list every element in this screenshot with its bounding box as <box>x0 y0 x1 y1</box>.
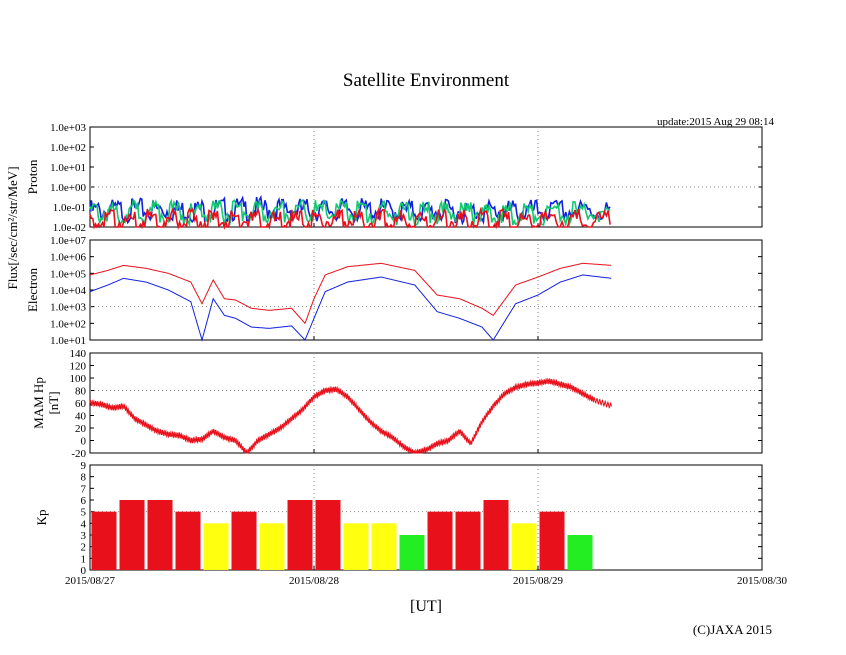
panel-frame <box>89 126 763 228</box>
y-tick-label: 8 <box>81 472 87 484</box>
y-tick-label: 40 <box>75 411 87 423</box>
y-tick-label: 4 <box>81 518 87 530</box>
y-tick-label: 20 <box>75 423 87 435</box>
y-tick-label: 9 <box>81 460 87 472</box>
y-axis-label: MAM Hp <box>31 377 46 429</box>
y-axis-unit: [nT] <box>46 391 61 414</box>
kp-bar <box>399 535 425 570</box>
y-tick-label: 1.0e+01 <box>50 335 86 347</box>
panel-frame <box>89 464 763 571</box>
y-tick-label: 100 <box>70 373 87 385</box>
y-tick-label: 1.0e+02 <box>50 142 86 154</box>
x-tick-label: 2015/08/27 <box>65 575 116 587</box>
kp-bar <box>343 523 369 570</box>
kp-bar <box>175 511 201 570</box>
y-axis-label: Kp <box>34 510 49 526</box>
kp-bar <box>147 500 173 570</box>
y-tick-label: 2 <box>81 542 87 554</box>
y-tick-label: 1.0e+01 <box>50 162 86 174</box>
y-tick-label: -20 <box>71 448 86 460</box>
series-line-mam_hp-0 <box>89 377 612 455</box>
series-line-electron-1 <box>89 274 612 342</box>
y-tick-label: 5 <box>81 507 87 519</box>
y-tick-label: 1.0e+06 <box>50 252 86 264</box>
y-tick-label: 140 <box>70 348 87 360</box>
y-tick-label: 0 <box>81 436 87 448</box>
x-axis-label: [UT] <box>410 598 442 615</box>
y-tick-label: 1.0e-01 <box>53 202 86 214</box>
kp-bar <box>567 535 593 570</box>
y-tick-label: 1.0e+03 <box>50 122 86 134</box>
kp-bar <box>371 523 397 570</box>
panel-electron: 1.0e+01 1.0e+02 1.0e+03 1.0e+04 1.0e+05 1.0e+… <box>25 235 763 347</box>
copyright-text: (C)JAXA 2015 <box>693 622 772 637</box>
y-tick-label: 60 <box>75 398 87 410</box>
y-tick-label: 1.0e-02 <box>53 222 86 234</box>
y-axis-label: Electron <box>25 267 40 312</box>
kp-bar <box>511 523 537 570</box>
kp-bar <box>427 511 453 570</box>
x-tick-label: 2015/08/28 <box>289 575 340 587</box>
panel-proton: 1.0e-02 1.0e-01 1.0e+00 1.0e+01 1.0e+02 1.0e+… <box>25 122 763 234</box>
panel-frame <box>89 239 763 341</box>
y-tick-label: 1.0e+07 <box>50 235 86 247</box>
kp-bar <box>287 500 313 570</box>
kp-bar <box>315 500 341 570</box>
y-tick-label: 6 <box>81 495 87 507</box>
y-tick-label: 0 <box>81 565 87 577</box>
y-tick-label: 1.0e+04 <box>50 285 86 297</box>
panel-frame <box>89 352 763 454</box>
y-tick-label: 1.0e+02 <box>50 318 86 330</box>
y-tick-label: 7 <box>81 483 87 495</box>
kp-bar <box>231 511 257 570</box>
update-timestamp: update:2015 Aug 29 08:14 <box>657 116 775 128</box>
y-tick-label: 80 <box>75 386 87 398</box>
series-line-electron-0 <box>89 262 612 325</box>
kp-bar <box>455 511 481 570</box>
y-tick-label: 3 <box>81 530 87 542</box>
y-tick-label: 1.0e+05 <box>50 268 86 280</box>
series-line-proton-2 <box>89 206 611 231</box>
kp-bar <box>203 523 229 570</box>
kp-bar <box>259 523 285 570</box>
kp-bar <box>483 500 509 570</box>
x-tick-label: 2015/08/30 <box>737 575 788 587</box>
y-tick-label: 1 <box>81 553 87 565</box>
kp-bar <box>91 511 117 570</box>
flux-axis-label: Flux[/sec/cm²/str/MeV] <box>5 166 20 289</box>
x-tick-label: 2015/08/29 <box>513 575 564 587</box>
y-axis-label: Proton <box>25 159 40 194</box>
kp-bar <box>539 511 565 570</box>
y-tick-label: 1.0e+03 <box>50 302 86 314</box>
kp-bar <box>119 500 145 570</box>
chart-title: Satellite Environment <box>343 70 510 91</box>
y-tick-label: 120 <box>70 361 87 373</box>
y-tick-label: 1.0e+00 <box>50 182 86 194</box>
series-line-proton-1 <box>89 198 611 228</box>
